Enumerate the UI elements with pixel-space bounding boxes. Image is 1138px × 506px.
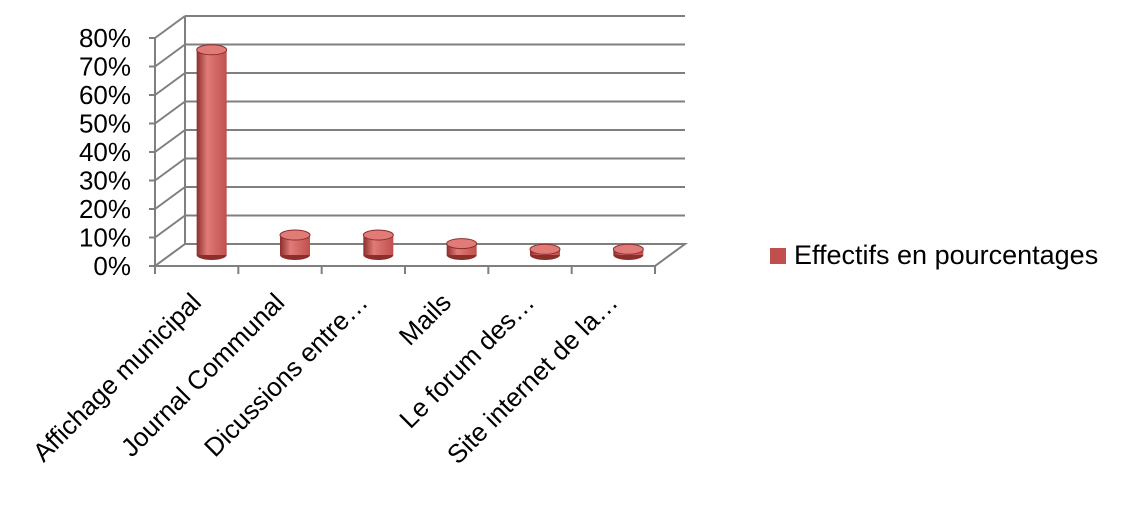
bar — [612, 243, 644, 260]
bar — [362, 229, 394, 260]
bar-top — [529, 243, 561, 255]
bar-top — [612, 243, 644, 255]
bar-body — [280, 235, 310, 255]
bar — [196, 44, 228, 260]
y-axis-ticks: 0%10%20%30%40%50%60%70%80% — [79, 23, 131, 281]
gridline-wall — [154, 100, 186, 125]
y-tick-label: 20% — [79, 194, 131, 224]
gridline-wall — [154, 186, 186, 210]
gridline-wall — [154, 43, 186, 68]
bar-top — [362, 229, 394, 241]
bar-body — [446, 243, 477, 255]
legend-label: Effectifs en pourcentages — [794, 240, 1099, 270]
chart-grid — [149, 15, 689, 274]
y-tick-label: 80% — [79, 23, 131, 53]
y-tick-label: 40% — [79, 137, 131, 167]
gridline-wall — [154, 214, 186, 239]
legend-swatch — [770, 247, 786, 264]
bar — [529, 243, 561, 260]
y-tick-label: 60% — [79, 80, 131, 110]
chart-bars — [196, 44, 644, 260]
y-tick-label: 70% — [79, 52, 131, 82]
gridline-wall — [154, 72, 186, 96]
chart-floor — [151, 243, 689, 267]
y-tick-label: 30% — [79, 166, 131, 196]
legend: Effectifs en pourcentages — [770, 240, 1098, 271]
gridline-wall — [154, 157, 186, 182]
bar-body — [196, 49, 227, 255]
bar-body — [363, 235, 394, 255]
bar — [446, 238, 478, 260]
bar-top — [446, 238, 478, 250]
bar-top — [279, 229, 311, 241]
gridline-wall — [154, 129, 186, 153]
bar-top — [196, 44, 228, 56]
y-tick-label: 50% — [79, 109, 131, 139]
gridline-wall — [154, 15, 186, 39]
x-tick-label: Dicussions entre… — [198, 287, 374, 463]
y-tick-label: 0% — [93, 251, 131, 281]
x-tick-label: Mails — [393, 287, 457, 351]
y-tick-label: 10% — [79, 223, 131, 253]
bar — [279, 229, 311, 260]
